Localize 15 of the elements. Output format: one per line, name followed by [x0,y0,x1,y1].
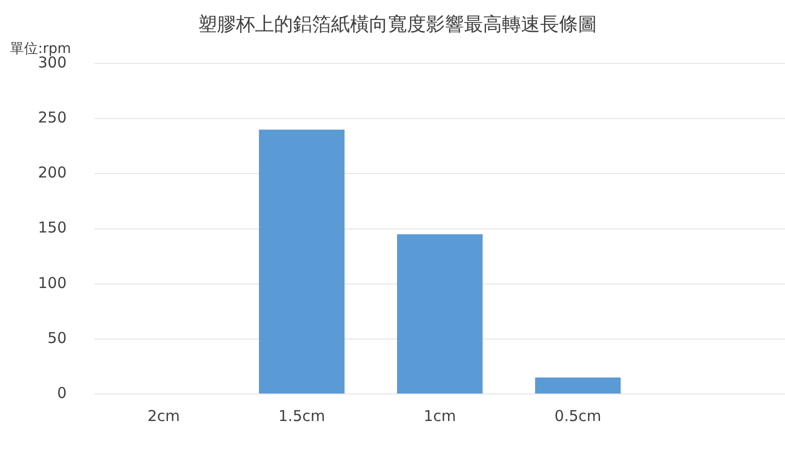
bar [397,234,483,394]
y-tick-label: 250 [38,108,67,127]
y-tick-label: 100 [38,274,67,292]
y-axis-title: 單位:rpm [10,40,71,57]
y-tick-label: 0 [57,384,67,402]
x-tick-label: 1cm [424,406,456,425]
x-tick-label: 1.5cm [278,406,326,425]
y-tick-label: 50 [48,328,67,347]
x-tick-label: 2cm [147,406,180,425]
y-tick-label: 200 [38,164,67,182]
bar [535,377,621,394]
chart-title: 塑膠杯上的鋁箔紙橫向寬度影響最高轉速長條圖 [198,13,597,36]
bar [258,130,345,394]
y-tick-label: 150 [38,218,67,237]
x-tick-label: 0.5cm [554,406,602,425]
